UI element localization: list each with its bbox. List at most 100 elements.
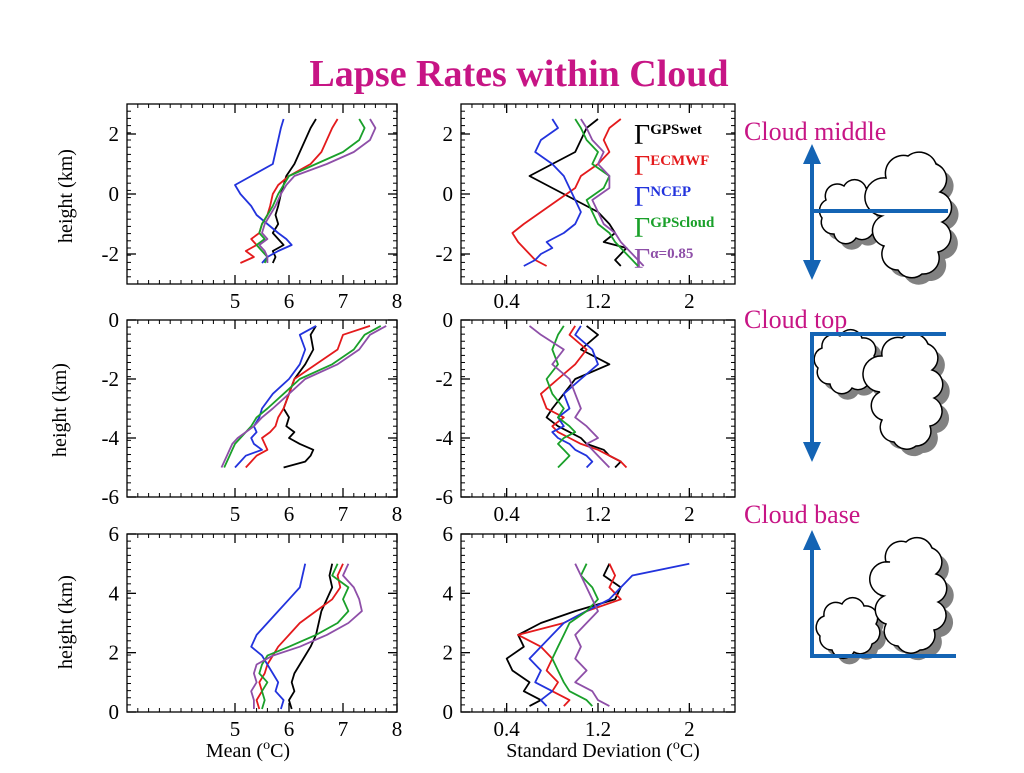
y-tick-label: -4	[436, 426, 454, 450]
y-tick-label: -2	[436, 242, 454, 266]
y-tick-label: 2	[443, 641, 454, 665]
x-axis-title-mean-unit: C)	[270, 740, 290, 762]
y-tick-label: 6	[443, 522, 454, 546]
series-line-1	[528, 118, 628, 267]
x-tick-label: 8	[392, 502, 403, 526]
x-tick-label: 2	[684, 289, 695, 313]
series-line-3	[234, 325, 317, 469]
legend-symbol: Γ	[634, 244, 650, 275]
x-tick-label: 5	[230, 717, 241, 741]
series-line-3	[528, 562, 690, 707]
y-tick-label: 0	[109, 182, 120, 206]
arrow-down-icon	[803, 260, 821, 280]
arrow-down-icon	[803, 442, 821, 462]
series-line-4	[223, 325, 382, 468]
series-line-2	[255, 563, 344, 710]
series-line-3	[523, 118, 582, 267]
x-axis-title-mean-text: Mean (	[206, 740, 264, 762]
y-tick-label: -6	[436, 485, 454, 509]
x-tick-label: 7	[338, 289, 349, 313]
y-tick-label: 0	[443, 182, 454, 206]
panel-middle-std: 2 0 -2 0.4 1.2 2	[436, 103, 736, 313]
arrow-up-icon	[803, 530, 821, 550]
series-line-4	[574, 118, 639, 267]
cloud-icon	[815, 596, 886, 665]
legend-entry-gpswet: ΓGPSwet	[634, 120, 702, 151]
x-tick-label: 0.4	[494, 502, 521, 526]
x-axis-title-mean-sup: o	[263, 738, 270, 753]
plot-frame	[126, 319, 398, 498]
series-line-1	[282, 325, 317, 469]
y-tick-label: -6	[102, 485, 120, 509]
diagram-cloud-base: Cloud base	[744, 500, 956, 665]
x-axis-title-std-text: Standard Deviation (	[506, 740, 673, 762]
diagram-cloud-top: Cloud top	[744, 305, 950, 462]
series-line-5	[580, 118, 645, 267]
x-axis-title-std: Standard Deviation (oC)	[506, 738, 700, 762]
legend-entry-ncep: ΓNCEP	[634, 182, 691, 213]
x-axis-title-mean: Mean (oC)	[206, 738, 290, 762]
panel-top-mean: 0 -2 -4 -6 5 6 7 8	[102, 308, 403, 526]
y-tick-label: 2	[109, 122, 120, 146]
plot-frame	[126, 533, 398, 713]
series-line-2	[245, 325, 371, 469]
y-tick-label: 2	[443, 122, 454, 146]
series-line-1	[271, 118, 317, 264]
series-line-3	[250, 563, 307, 710]
x-axis-title-std-unit: C)	[680, 740, 700, 762]
y-tick-label: 0	[443, 700, 454, 724]
x-tick-label: 5	[230, 289, 241, 313]
series-line-2	[517, 563, 622, 707]
series-line-2	[540, 325, 628, 469]
label-cloud-base: Cloud base	[744, 500, 860, 529]
legend-label: GPScloud	[650, 215, 715, 231]
panel-base-mean: 6 4 2 0 5 6 7 8	[109, 522, 403, 741]
y-tick-label: 4	[109, 581, 120, 605]
legend-entry-gpscloud: ΓGPScloud	[634, 213, 715, 244]
y-tick-label: -2	[102, 367, 120, 391]
legend-label: ECMWF	[650, 153, 709, 169]
x-tick-label: 7	[338, 717, 349, 741]
y-tick-label: -4	[102, 426, 120, 450]
cloud-icon	[868, 536, 954, 661]
slide-title: Lapse Rates within Cloud	[309, 53, 728, 95]
legend-label: NCEP	[650, 184, 691, 200]
series-line-3	[551, 325, 599, 469]
arrow-up-icon	[803, 144, 821, 164]
y-tick-label: 6	[109, 522, 120, 546]
series-line-5	[574, 563, 610, 707]
plot-frame	[460, 533, 736, 713]
cloud-icon	[862, 332, 950, 457]
y-tick-label: 0	[443, 308, 454, 332]
y-axis-title-base: height (km)	[55, 575, 77, 669]
series-line-5	[250, 563, 363, 709]
legend-symbol: Γ	[634, 151, 650, 182]
x-tick-label: 0.4	[494, 717, 521, 741]
series-line-5	[220, 325, 387, 468]
x-tick-label: 8	[392, 717, 403, 741]
y-tick-label: 0	[109, 308, 120, 332]
x-tick-label: 1.2	[585, 289, 611, 313]
panel-middle-mean: 2 0 -2 5 6 7 8	[102, 103, 403, 313]
x-tick-label: 7	[338, 502, 349, 526]
plot-frame	[460, 319, 736, 498]
legend-entry-alpha: Γα=0.85	[634, 244, 693, 275]
legend-symbol: Γ	[634, 120, 650, 151]
legend: ΓGPSwet ΓECMWF ΓNCEP ΓGPScloud Γα=0.85	[634, 120, 715, 275]
legend-label: α=0.85	[650, 246, 693, 262]
legend-entry-ecmwf: ΓECMWF	[634, 151, 709, 182]
series-line-1	[288, 563, 334, 710]
series-line-4	[255, 118, 366, 264]
x-tick-label: 8	[392, 289, 403, 313]
cloud-diagrams: Cloud middle Cloud top	[744, 117, 959, 665]
legend-symbol: Γ	[634, 182, 650, 213]
series-line-2	[240, 118, 339, 264]
x-tick-label: 5	[230, 502, 241, 526]
cloud-icon	[864, 151, 959, 285]
x-tick-label: 6	[284, 289, 295, 313]
label-cloud-middle: Cloud middle	[744, 117, 886, 146]
series-line-2	[511, 118, 622, 267]
y-tick-label: 0	[109, 700, 120, 724]
x-tick-label: 1.2	[585, 502, 611, 526]
